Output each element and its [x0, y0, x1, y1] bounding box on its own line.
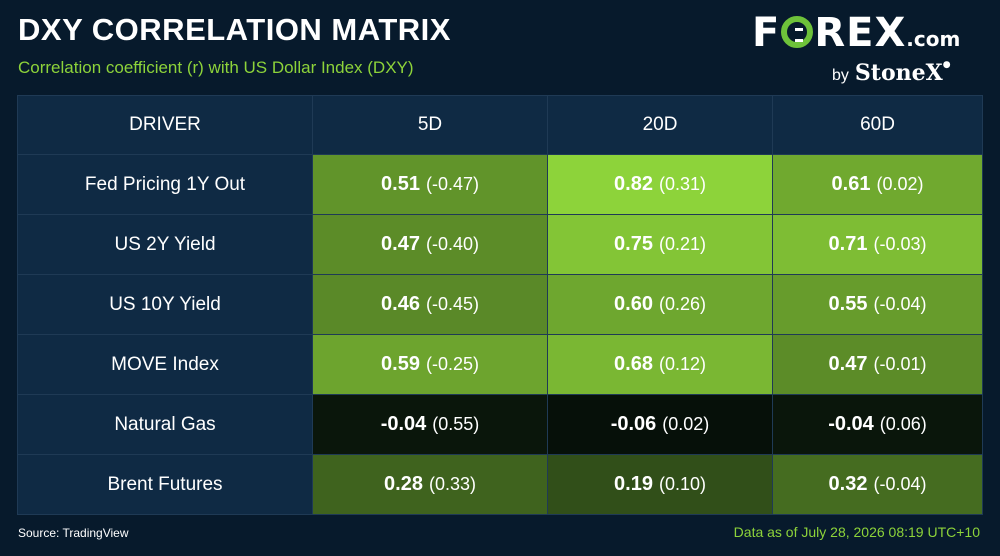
secondary-value: (0.10) [658, 474, 706, 494]
correlation-value: -0.06 [610, 413, 657, 435]
forex-o-icon [781, 16, 814, 48]
heatmap-cell: 0.61 (0.02) [772, 154, 983, 215]
correlation-value: 0.47 [381, 233, 420, 255]
secondary-value: (-0.01) [873, 354, 927, 374]
correlation-value: 0.59 [381, 353, 420, 375]
heatmap-cell: 0.55 (-0.04) [772, 274, 983, 335]
page-title: DXY CORRELATION MATRIX [18, 12, 451, 47]
secondary-value: (0.12) [658, 354, 706, 374]
heatmap-cell: 0.82 (0.31) [547, 154, 773, 215]
correlation-value: -0.04 [380, 413, 427, 435]
secondary-value: (0.33) [428, 474, 476, 494]
table-row: Brent Futures 0.28 (0.33) 0.19 (0.10) 0.32 (-0… [17, 454, 983, 515]
heatmap-cell: 0.32 (-0.04) [772, 454, 983, 515]
driver-label: US 10Y Yield [17, 274, 313, 335]
correlation-value: 0.82 [614, 173, 653, 195]
heatmap-cell: 0.60 (0.26) [547, 274, 773, 335]
column-header: 20D [547, 95, 773, 155]
correlation-value: 0.47 [828, 353, 868, 375]
heatmap-cell: 0.68 (0.12) [547, 334, 773, 395]
forex-logo: F REX.com by StoneX● [752, 10, 982, 90]
secondary-value: (-0.03) [873, 234, 927, 254]
source-note: Source: TradingView [18, 526, 129, 540]
driver-label: Natural Gas [17, 394, 313, 455]
header-row: DRIVER 5D 20D 60D [17, 95, 983, 155]
heatmap-cell: 0.51 (-0.47) [312, 154, 548, 215]
correlation-value: 0.32 [828, 473, 868, 495]
correlation-value: 0.71 [828, 233, 868, 255]
heatmap-cell: 0.19 (0.10) [547, 454, 773, 515]
matrix-body: Fed Pricing 1Y Out 0.51 (-0.47) 0.82 (0.31) 0… [17, 154, 983, 515]
secondary-value: (-0.40) [425, 234, 479, 254]
table-row: MOVE Index 0.59 (-0.25) 0.68 (0.12) 0.47 (-0.0… [17, 334, 983, 395]
correlation-value: 0.19 [614, 473, 653, 495]
heatmap-cell: 0.28 (0.33) [312, 454, 548, 515]
table-row: Natural Gas -0.04 (0.55) -0.06 (0.02) -0.04 (0… [17, 394, 983, 455]
correlation-value: 0.55 [828, 293, 868, 315]
column-header: 60D [772, 95, 983, 155]
driver-label: Brent Futures [17, 454, 313, 515]
secondary-value: (0.26) [658, 294, 706, 314]
secondary-value: (0.02) [662, 414, 710, 434]
secondary-value: (0.21) [658, 234, 706, 254]
correlation-value: 0.46 [381, 293, 420, 315]
heatmap-cell: 0.75 (0.21) [547, 214, 773, 275]
table-row: Fed Pricing 1Y Out 0.51 (-0.47) 0.82 (0.31) 0… [17, 154, 983, 215]
heatmap-cell: 0.47 (-0.01) [772, 334, 983, 395]
heatmap-cell: 0.47 (-0.40) [312, 214, 548, 275]
heatmap-cell: -0.04 (0.55) [312, 394, 548, 455]
column-header: DRIVER [17, 95, 313, 155]
table-row: US 10Y Yield 0.46 (-0.45) 0.60 (0.26) 0.55 (-0… [17, 274, 983, 335]
heatmap-cell: 0.71 (-0.03) [772, 214, 983, 275]
table-row: US 2Y Yield 0.47 (-0.40) 0.75 (0.21) 0.71 (-0.… [17, 214, 983, 275]
correlation-value: 0.61 [831, 173, 871, 195]
secondary-value: (0.02) [876, 174, 924, 194]
stonex-wordmark: by StoneX● [832, 60, 951, 86]
driver-label: US 2Y Yield [17, 214, 313, 275]
heatmap-cell: 0.46 (-0.45) [312, 274, 548, 335]
correlation-value: 0.51 [381, 173, 420, 195]
secondary-value: (0.06) [879, 414, 927, 434]
heatmap-cell: -0.04 (0.06) [772, 394, 983, 455]
forex-wordmark: F REX.com [752, 10, 961, 56]
secondary-value: (-0.45) [425, 294, 479, 314]
secondary-value: (-0.04) [873, 474, 927, 494]
as-of-timestamp: Data as of July 28, 2026 08:19 UTC+10 [733, 524, 980, 540]
correlation-value: -0.04 [828, 413, 874, 435]
correlation-matrix: DRIVER 5D 20D 60D Fed Pricing 1Y Out 0.51… [17, 95, 983, 515]
secondary-value: (0.31) [658, 174, 706, 194]
page-subtitle: Correlation coefficient (r) with US Doll… [18, 58, 414, 77]
correlation-value: 0.75 [614, 233, 653, 255]
driver-label: Fed Pricing 1Y Out [17, 154, 313, 215]
column-header: 5D [312, 95, 548, 155]
secondary-value: (0.55) [432, 414, 480, 434]
correlation-value: 0.60 [614, 293, 653, 315]
correlation-value: 0.68 [614, 353, 653, 375]
heatmap-cell: 0.59 (-0.25) [312, 334, 548, 395]
secondary-value: (-0.04) [873, 294, 927, 314]
driver-label: MOVE Index [17, 334, 313, 395]
secondary-value: (-0.47) [425, 174, 479, 194]
correlation-value: 0.28 [384, 473, 423, 495]
heatmap-cell: -0.06 (0.02) [547, 394, 773, 455]
secondary-value: (-0.25) [425, 354, 479, 374]
